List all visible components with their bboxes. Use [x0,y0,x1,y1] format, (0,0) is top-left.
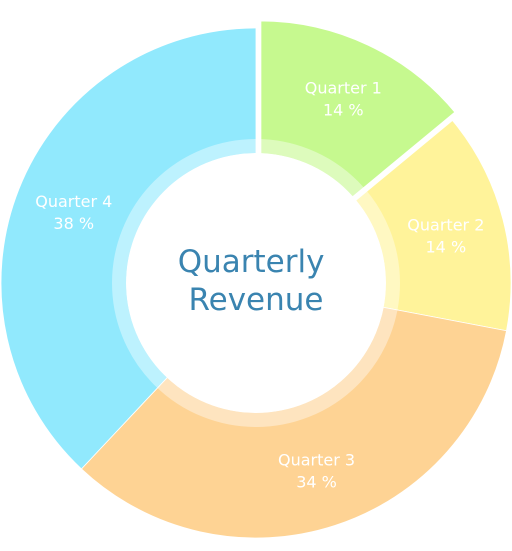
slice-label-quarter-4: Quarter 4 38 % [35,192,112,233]
slice-name: Quarter 3 [278,450,355,469]
slice-value: 38 % [53,214,94,233]
slice-value: 14 % [323,101,364,120]
slice-label-quarter-2: Quarter 2 14 % [407,215,484,256]
center-title: Quarterly Revenue [178,244,335,318]
slice-quarter-4[interactable] [0,27,257,470]
slice-name: Quarter 1 [305,79,382,98]
slice-name: Quarter 2 [407,215,484,234]
slice-name: Quarter 4 [35,192,112,211]
slice-value: 14 % [426,237,467,256]
slice-label-quarter-1: Quarter 1 14 % [305,79,382,120]
center-title-line-1: Quarterly [178,244,325,280]
donut-hole [126,153,386,413]
inner-ring-highlight [112,139,400,427]
slice-label-quarter-3: Quarter 3 34 % [278,450,355,491]
center-title-line-2: Revenue [188,282,323,318]
slice-labels: Quarter 1 14 %Quarter 2 14 %Quarter 3 34 %Q… [35,79,484,492]
slice-quarter-3[interactable] [80,282,507,539]
slice-value: 34 % [296,472,337,491]
